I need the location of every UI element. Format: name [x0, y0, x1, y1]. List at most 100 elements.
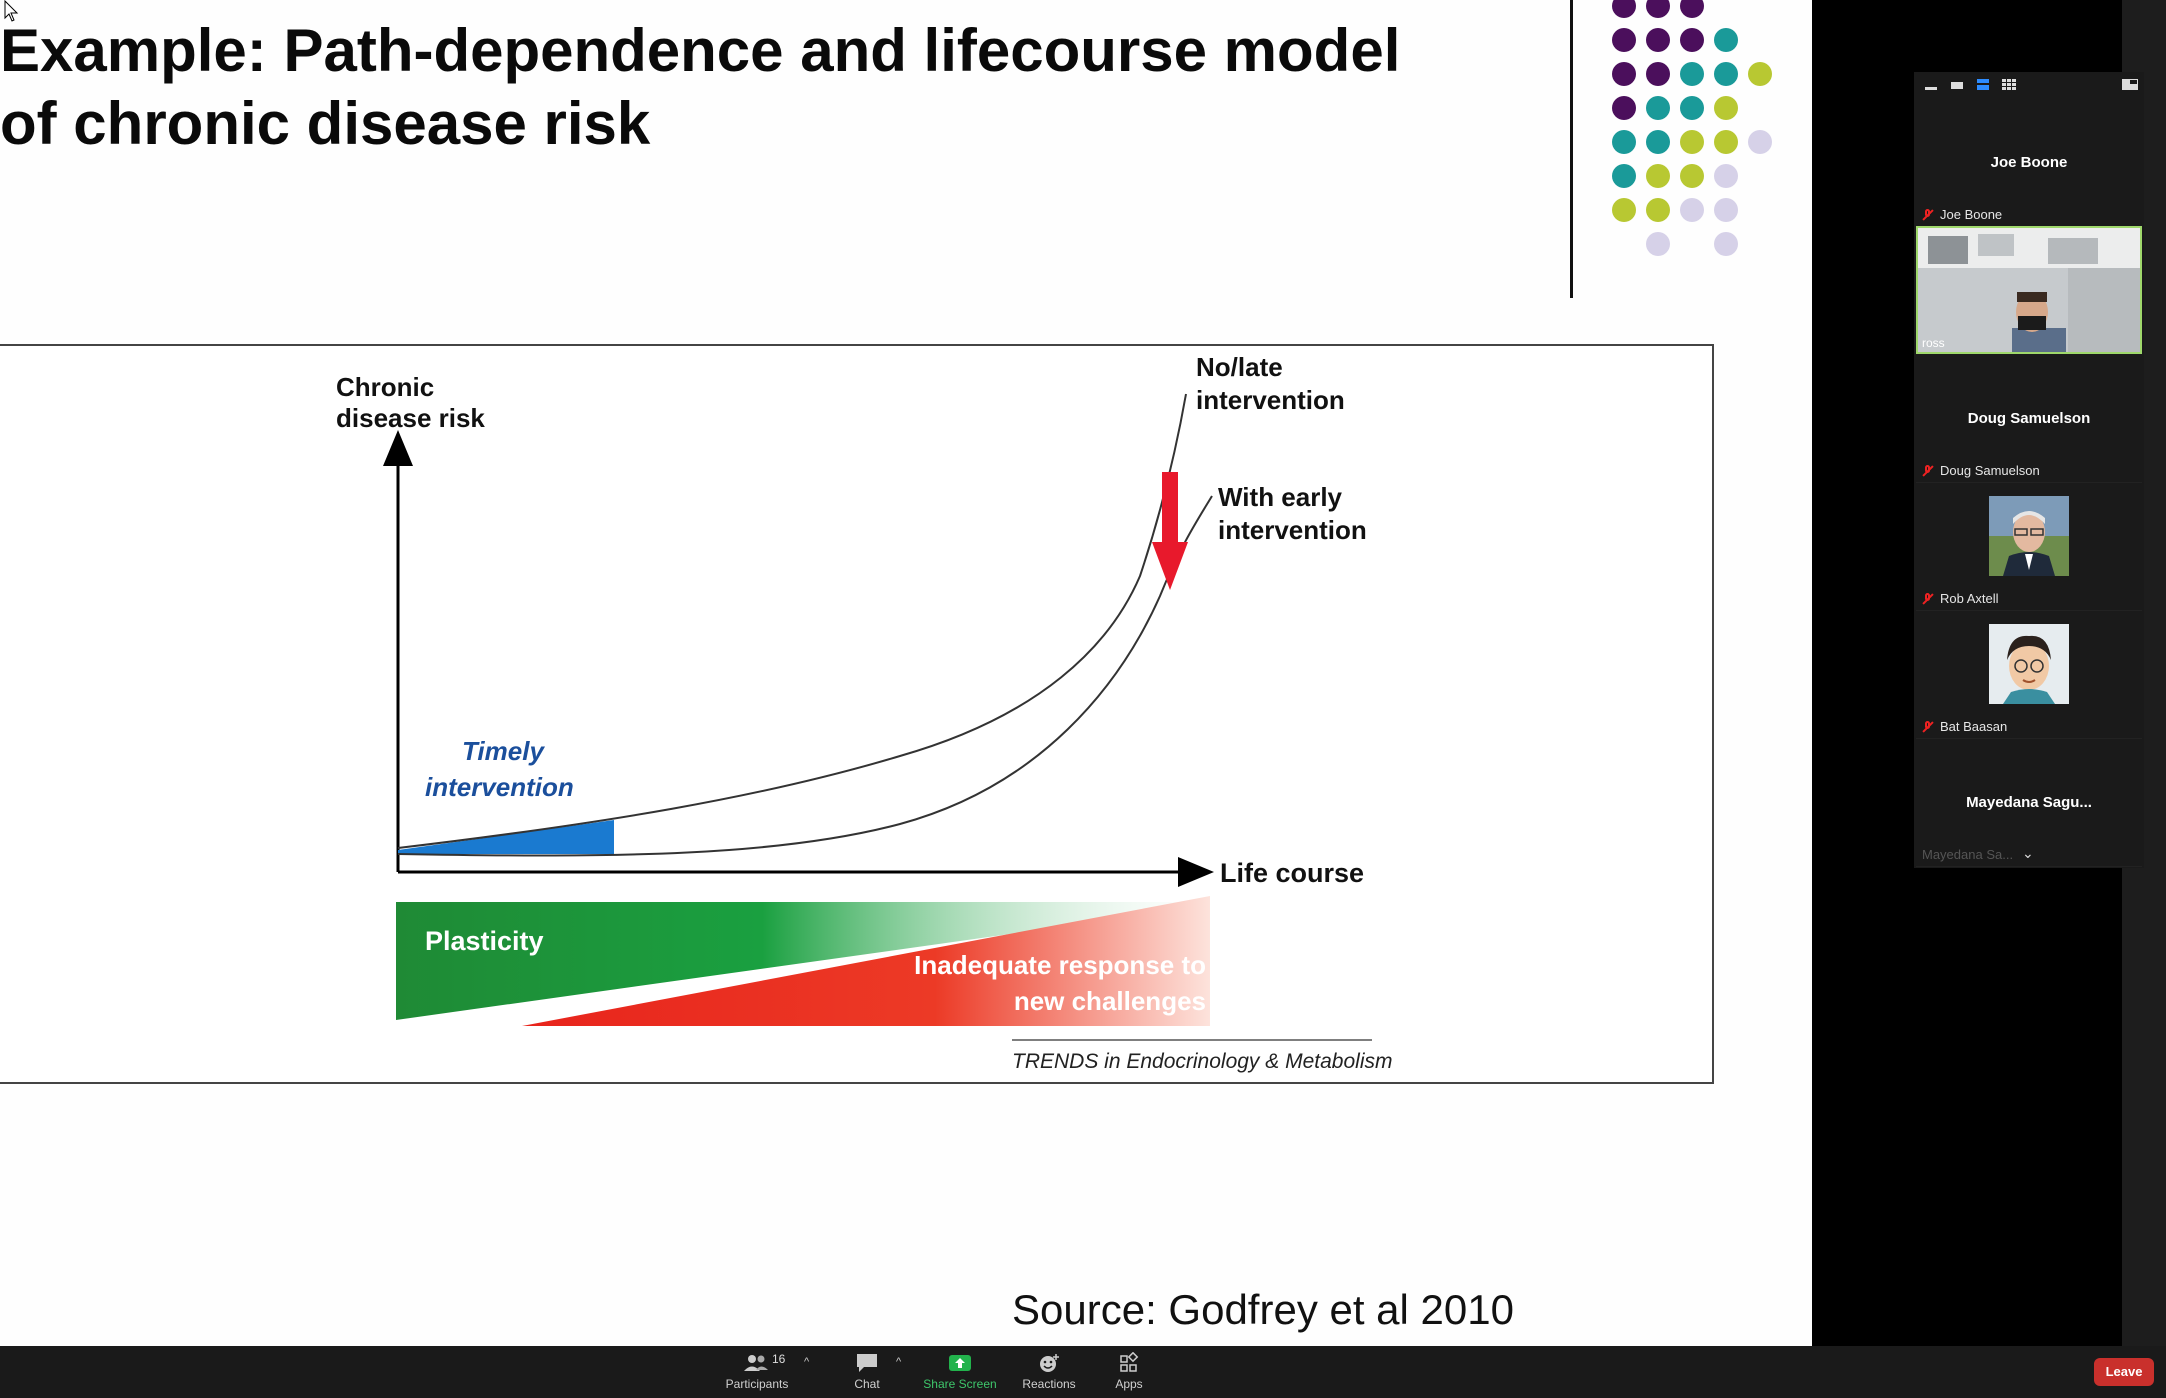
no-late-curve	[397, 393, 1187, 849]
cartoon-avatar	[1989, 624, 2069, 704]
apps-icon	[1120, 1352, 1139, 1372]
decorative-dot-grid	[1600, 0, 1800, 260]
decorative-dot	[1748, 62, 1772, 86]
muted-mic-icon	[1922, 464, 1934, 477]
avatar	[1989, 496, 2069, 576]
decorative-dot	[1680, 130, 1704, 154]
decorative-dot	[1646, 130, 1670, 154]
shared-slide: Example: Path-dependence and lifecourse …	[0, 0, 1812, 1346]
participants-icon	[744, 1355, 768, 1371]
lifecourse-figure: Chronic disease risk No/late interventio…	[336, 352, 1392, 1073]
participant-tile-mayedana[interactable]: Mayedana Sagu... Mayedana Sa... ⌄	[1916, 740, 2142, 867]
decorative-dot	[1714, 28, 1738, 52]
inadequate-response-triangle	[522, 896, 1210, 1026]
participant-tile-doug-samuelson[interactable]: Doug Samuelson Doug Samuelson	[1916, 356, 2142, 483]
decorative-dot	[1612, 62, 1636, 86]
chat-caret-icon[interactable]: ^	[896, 1356, 902, 1368]
decorative-dot	[1646, 28, 1670, 52]
minimize-icon[interactable]	[1924, 79, 1938, 91]
decorative-dot	[1680, 62, 1704, 86]
gallery-view-icon[interactable]	[2002, 79, 2016, 91]
x-axis-label: Life course	[1220, 858, 1364, 888]
participant-label: Rob Axtell	[1922, 591, 1999, 606]
apps-label: Apps	[1115, 1377, 1143, 1391]
participants-button[interactable]: Participants 16	[712, 1352, 802, 1391]
participant-label-text: Joe Boone	[1940, 207, 2003, 222]
meeting-toolbar: Participants 16 ^ Chat ^ Share Screen Re…	[0, 1346, 2166, 1398]
plasticity-label: Plasticity	[425, 926, 544, 956]
panel-toolbar	[1914, 72, 2144, 98]
profile-photo	[1989, 496, 2069, 576]
participant-tile-bat-baasan[interactable]: Bat Baasan	[1916, 612, 2142, 739]
reactions-label: Reactions	[1022, 1377, 1076, 1391]
timely-label-line1: Timely	[462, 736, 545, 766]
participant-label-text: Bat Baasan	[1940, 719, 2008, 734]
participant-label-text: Doug Samuelson	[1940, 463, 2040, 478]
decorative-dot	[1612, 28, 1636, 52]
share-screen-label: Share Screen	[923, 1377, 997, 1391]
video-feed-image	[1918, 228, 2140, 352]
reactions-icon	[1040, 1354, 1059, 1372]
decorative-dot	[1714, 232, 1738, 256]
participant-tile-joe-boone[interactable]: Joe Boone Joe Boone	[1916, 100, 2142, 227]
decorative-dot	[1646, 164, 1670, 188]
decorative-dot	[1646, 198, 1670, 222]
decorative-dot	[1612, 130, 1636, 154]
no-late-label-line2: intervention	[1196, 385, 1345, 415]
thumbnail-view-icon[interactable]	[1950, 79, 1964, 91]
muted-mic-icon	[1922, 592, 1934, 605]
slide-title: Example: Path-dependence and lifecourse …	[0, 14, 1500, 160]
decorative-dot	[1714, 198, 1738, 222]
decorative-dot	[1612, 0, 1636, 18]
early-label-line1: With early	[1218, 482, 1343, 512]
participant-label-text: Mayedana Sa...	[1922, 847, 2014, 862]
decorative-dot	[1748, 130, 1772, 154]
participant-label-text: Rob Axtell	[1940, 591, 1999, 606]
plasticity-triangle	[396, 902, 1210, 1020]
decorative-dot	[1646, 96, 1670, 120]
participant-tile-rob-axtell[interactable]: Rob Axtell	[1916, 484, 2142, 611]
y-axis-label-line1: Chronic	[336, 372, 434, 402]
timely-intervention-area	[398, 820, 614, 854]
decorative-dot	[1646, 0, 1670, 18]
participant-label: Bat Baasan	[1922, 719, 2007, 734]
decorative-dot	[1680, 28, 1704, 52]
red-arrow-head	[1152, 542, 1188, 590]
participant-display-name: Doug Samuelson	[1967, 410, 2091, 427]
early-label-line2: intervention	[1218, 515, 1367, 545]
inadequate-label-line2: new challenges	[1014, 986, 1206, 1016]
side-by-side-icon[interactable]	[2122, 79, 2138, 91]
decorative-dot	[1714, 96, 1738, 120]
decorative-dot	[1646, 62, 1670, 86]
avatar	[1989, 624, 2069, 704]
speaker-view-icon[interactable]	[1976, 79, 1990, 91]
timely-label-line2: intervention	[425, 772, 574, 802]
chevron-down-icon[interactable]: ⌄	[2022, 845, 2034, 861]
figure-panel: Chronic disease risk No/late interventio…	[0, 344, 1714, 1084]
decorative-dot	[1612, 164, 1636, 188]
share-screen-button[interactable]: Share Screen	[915, 1352, 1005, 1391]
participant-label: Doug Samuelson	[1922, 463, 2040, 478]
participant-label: Mayedana Sa...	[1922, 847, 2013, 862]
participant-display-name: Joe Boone	[1990, 154, 2068, 171]
participant-video-ross[interactable]: ross	[1916, 226, 2142, 354]
inadequate-label-line1: Inadequate response to	[914, 950, 1206, 980]
source-citation: Source: Godfrey et al 2010	[1012, 1286, 1514, 1333]
chat-icon	[857, 1354, 877, 1372]
muted-mic-icon	[1922, 720, 1934, 733]
participants-video-panel: Joe Boone Joe Boone ross Doug Samuelson …	[1914, 72, 2144, 868]
decorative-dot	[1680, 164, 1704, 188]
participant-label: Joe Boone	[1922, 207, 2002, 222]
leave-button[interactable]: Leave	[2094, 1358, 2154, 1386]
reactions-button[interactable]: Reactions	[1004, 1352, 1094, 1391]
red-arrow-shaft	[1162, 472, 1178, 548]
chat-button[interactable]: Chat	[822, 1352, 912, 1391]
slide-title-line1: Example: Path-dependence and lifecourse …	[0, 17, 1401, 84]
decorative-dot	[1612, 198, 1636, 222]
participants-count: 16	[772, 1352, 786, 1366]
apps-button[interactable]: Apps	[1084, 1352, 1174, 1391]
participants-caret-icon[interactable]: ^	[804, 1356, 810, 1368]
journal-credit: TRENDS in Endocrinology & Metabolism	[1012, 1050, 1392, 1073]
decorative-dot	[1680, 198, 1704, 222]
chat-label: Chat	[854, 1377, 880, 1391]
